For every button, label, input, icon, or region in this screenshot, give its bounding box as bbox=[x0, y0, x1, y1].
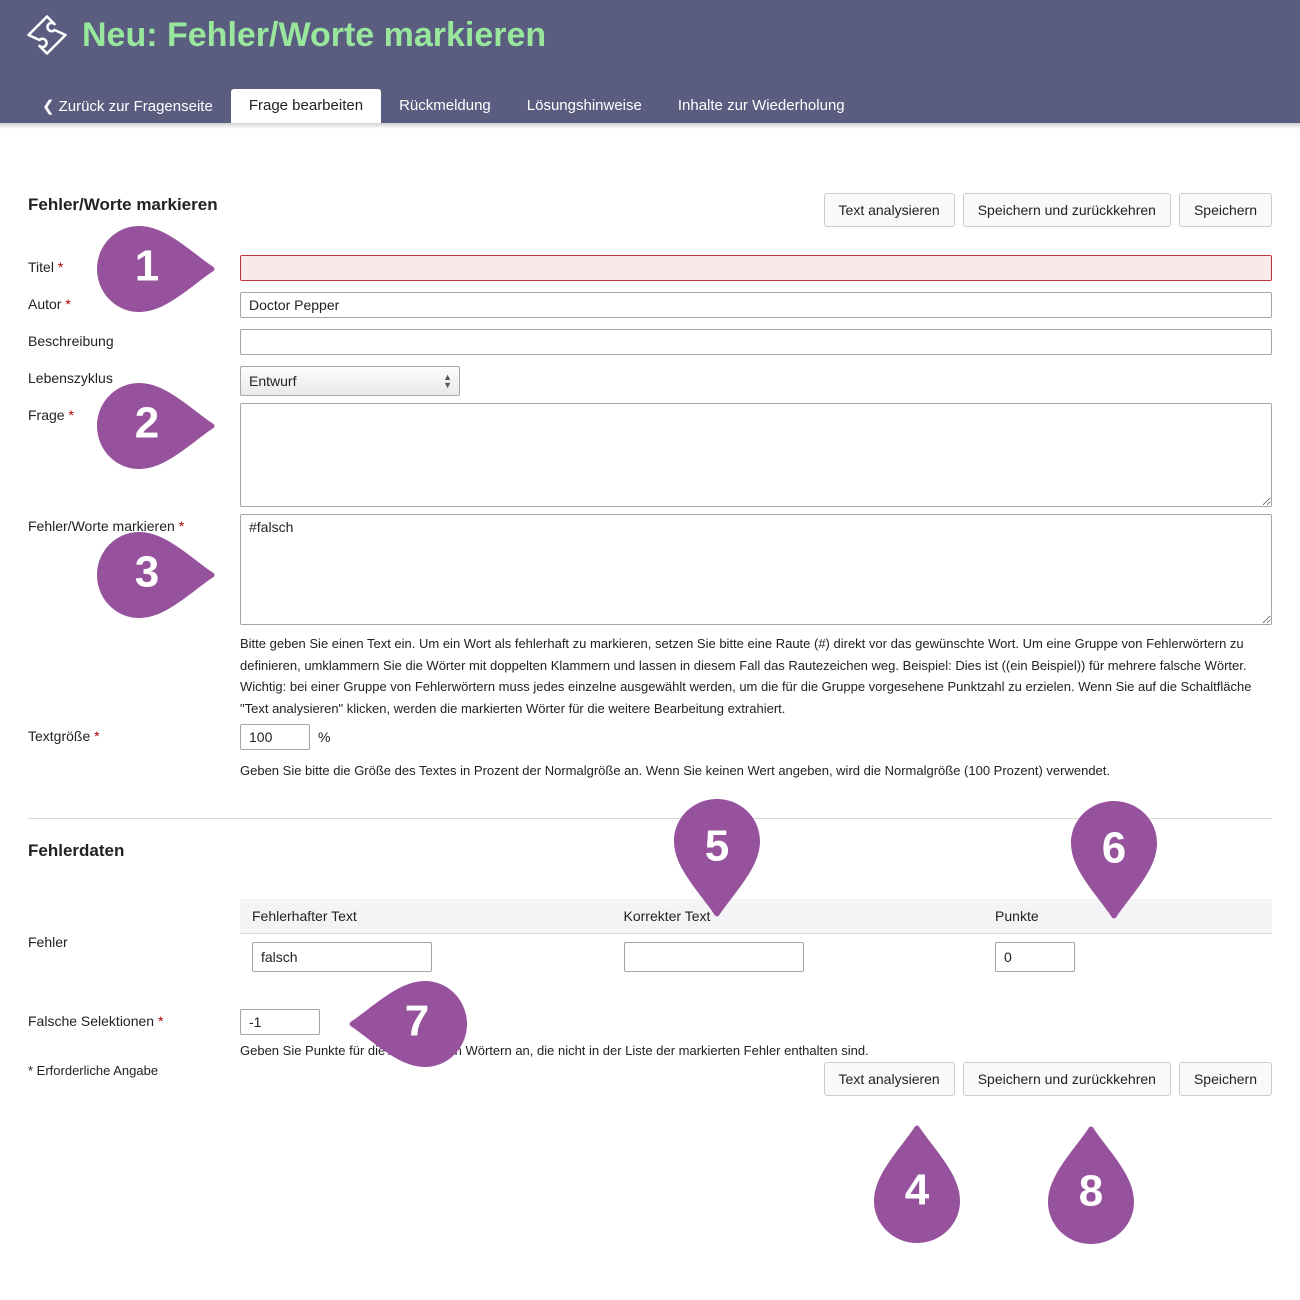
svg-text:6: 6 bbox=[1102, 824, 1126, 873]
svg-text:2: 2 bbox=[135, 399, 159, 448]
svg-text:4: 4 bbox=[905, 1166, 930, 1215]
svg-text:5: 5 bbox=[705, 822, 729, 871]
svg-text:1: 1 bbox=[135, 242, 159, 291]
svg-text:8: 8 bbox=[1079, 1167, 1103, 1216]
svg-text:3: 3 bbox=[135, 548, 159, 597]
svg-text:7: 7 bbox=[405, 997, 429, 1046]
